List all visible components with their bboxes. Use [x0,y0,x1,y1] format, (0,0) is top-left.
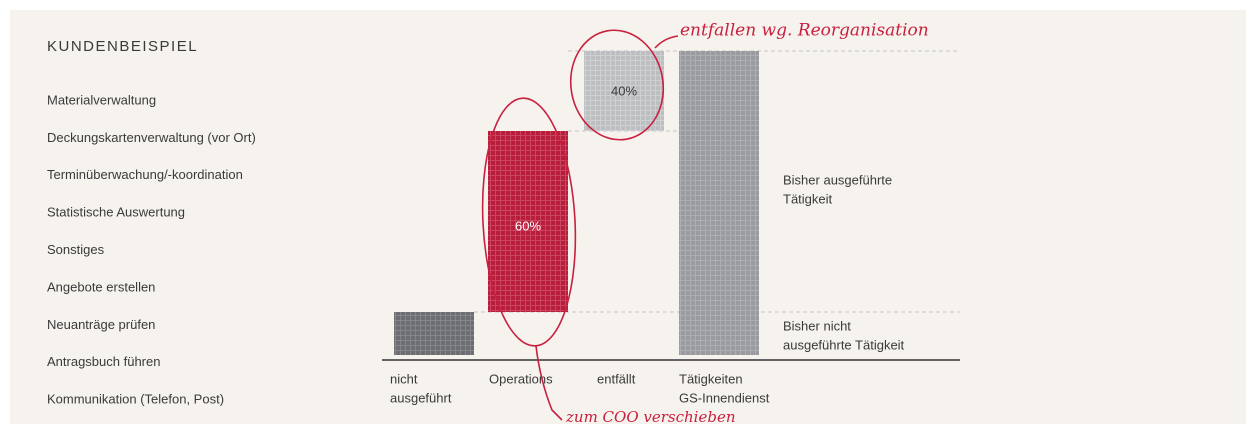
bar-dropped [584,51,664,131]
pointer [535,345,563,421]
activity: Statistische Auswertung [47,205,185,220]
activity: Antragsbuch führen [47,354,160,369]
legend-label: Tätigkeit [783,191,833,206]
activity: Terminüberwachung/-koordination [47,167,243,182]
legend-label: ausgeführte Tätigkeit [783,337,905,352]
category-label: ausgeführt [390,390,452,405]
legend-label: Bisher ausgeführte [783,172,892,187]
activity: Neuanträge prüfen [47,317,155,332]
activity-list: Materialverwaltung Deckungskartenverwaltu… [47,92,256,406]
activity: Kommunikation (Telefon, Post) [47,392,224,407]
bar-total [679,51,759,355]
legend-label: Bisher nicht [783,318,851,333]
annotation: entfallen wg. Reorganisation [680,21,929,41]
circle-annotation [569,29,665,141]
category-label: Tätigkeiten [679,371,743,386]
bar-not-executed [394,312,474,355]
bar-operations [488,131,568,312]
category-label: GS-Innendienst [679,390,770,405]
category-label: Operations [489,371,553,386]
section-title: KUNDENBEISPIEL [47,38,198,55]
circle-annotation [481,97,577,347]
activity: Sonstiges [47,242,105,257]
activity: Angebote erstellen [47,279,155,294]
annotation: zum COO verschieben [565,408,736,426]
activity: Deckungskartenverwaltung (vor Ort) [47,130,256,145]
category-labels: nicht ausgeführt Operations entfällt Tätigke… [390,371,770,405]
bar-label: 40% [611,83,637,98]
activity: Materialverwaltung [47,92,156,107]
category-label: nicht [390,371,418,386]
pointer [654,35,679,49]
legend: Bisher ausgeführte Tätigkeit Bisher nicht a… [783,172,905,352]
category-label: entfällt [597,371,636,386]
bar-label: 60% [515,218,541,233]
